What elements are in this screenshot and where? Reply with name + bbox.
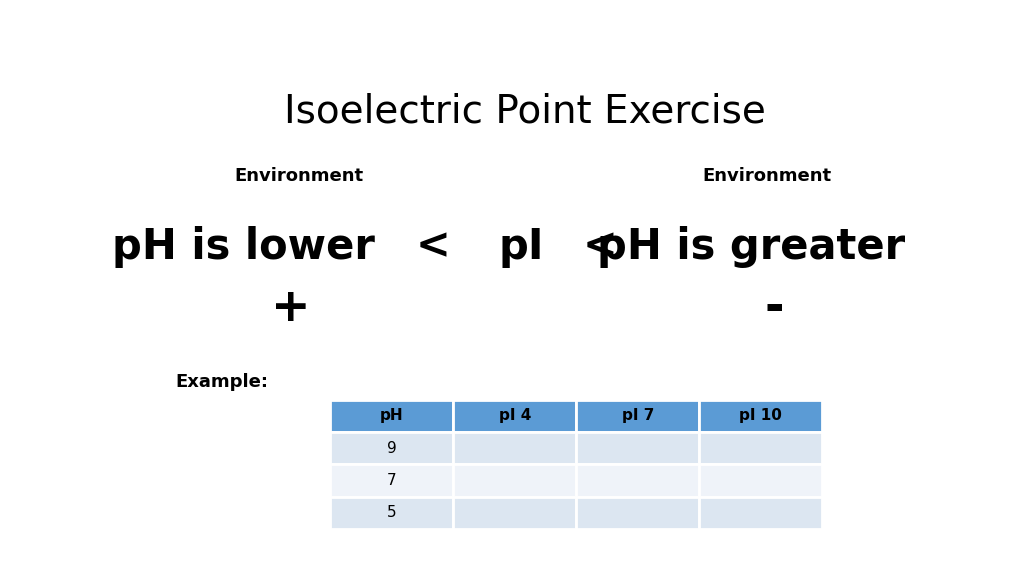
Bar [454,464,577,497]
Text: pH is lower: pH is lower [112,226,375,267]
Text: 7: 7 [387,473,396,488]
Text: Environment: Environment [234,166,364,184]
Bar [454,400,577,432]
Bar [577,432,699,464]
Text: pI 7: pI 7 [622,408,654,423]
Bar [454,497,577,529]
Text: Environment: Environment [702,166,831,184]
Text: 5: 5 [387,505,396,520]
Bar [699,464,822,497]
Text: Example:: Example: [176,373,268,391]
Text: +: + [271,286,310,331]
Text: Isoelectric Point Exercise: Isoelectric Point Exercise [284,92,766,130]
Bar [699,497,822,529]
Bar [454,432,577,464]
Text: pI 10: pI 10 [739,408,782,423]
Text: -: - [765,286,784,331]
Text: <: < [583,226,617,267]
Bar [577,497,699,529]
Text: pH is greater: pH is greater [597,226,905,267]
Bar [699,432,822,464]
Text: 9: 9 [387,441,396,456]
Text: pI: pI [498,226,544,267]
Bar [331,432,454,464]
Bar [331,464,454,497]
Bar [699,400,822,432]
Bar [331,497,454,529]
Text: pI 4: pI 4 [499,408,531,423]
Bar [331,400,454,432]
Text: pH: pH [380,408,403,423]
Text: <: < [416,226,451,267]
Bar [577,464,699,497]
Bar [577,400,699,432]
